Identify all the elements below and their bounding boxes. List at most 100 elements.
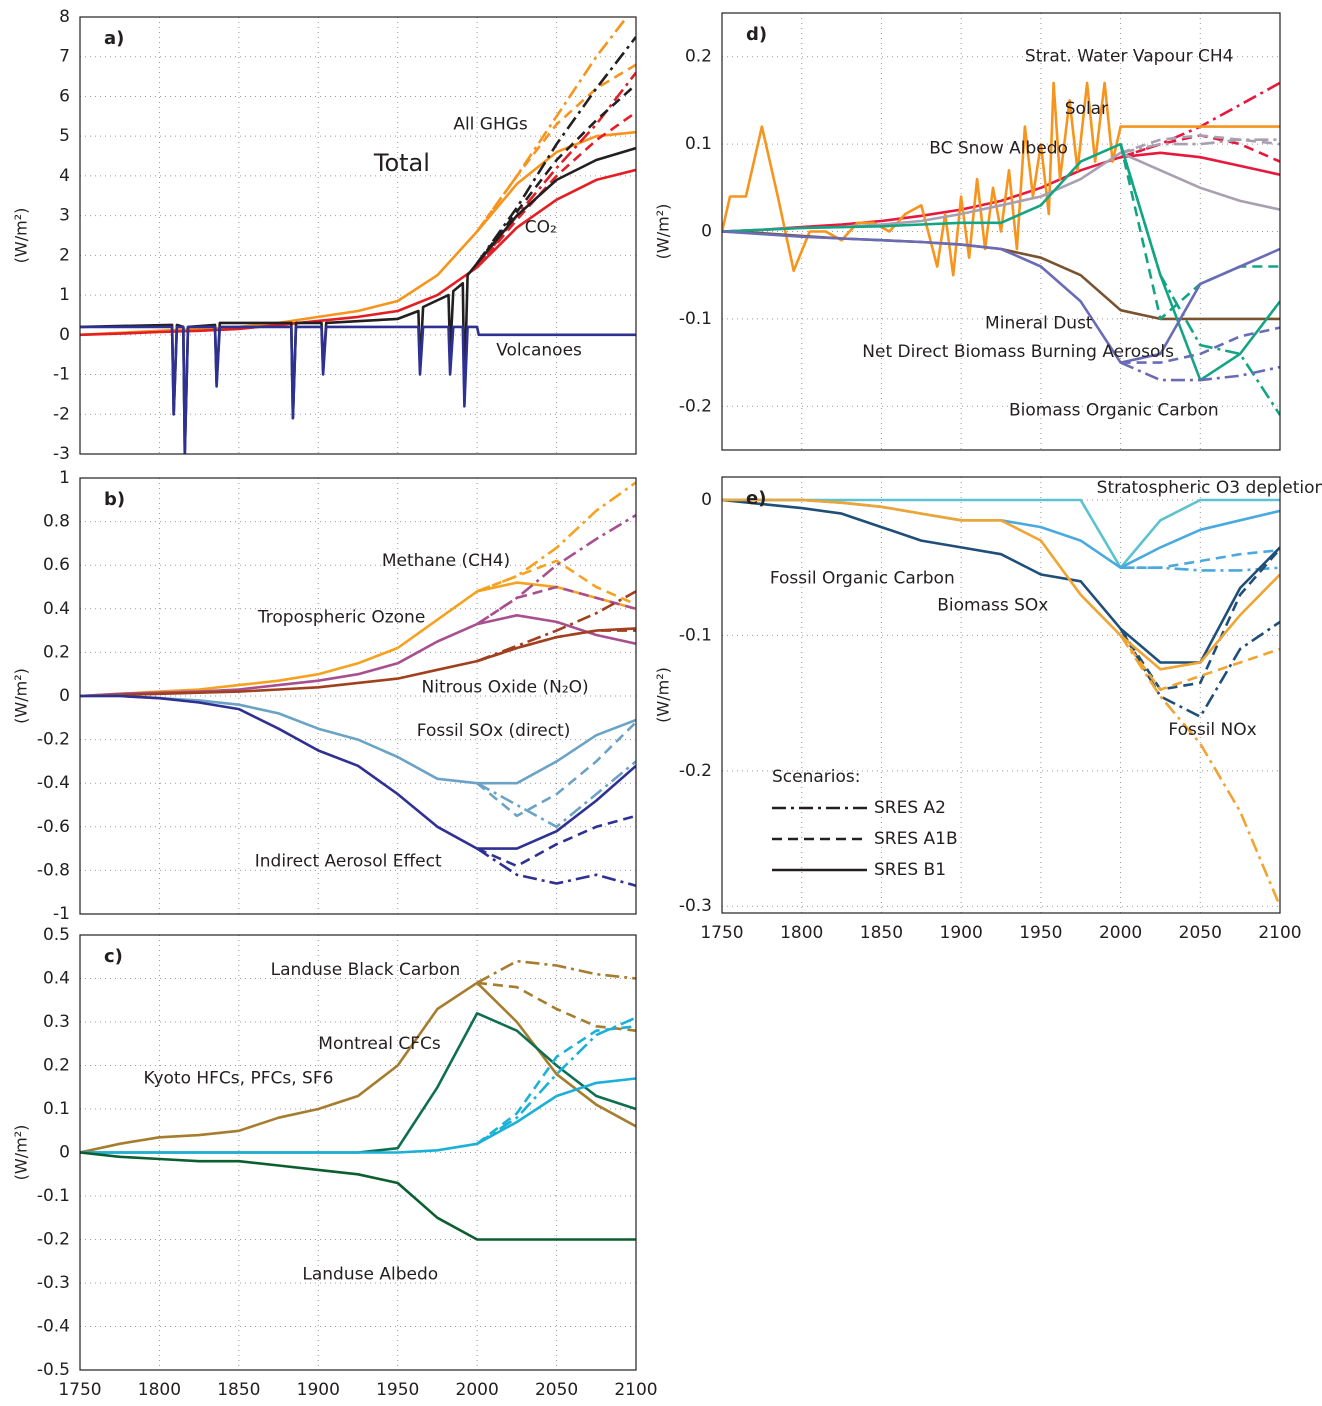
y-tick-label: -0.8 <box>37 860 70 880</box>
x-tick-label: 2100 <box>614 1380 657 1400</box>
y-tick-label: 1 <box>59 468 70 488</box>
x-tick-label: 2100 <box>1258 923 1301 943</box>
series-label: Methane (CH4) <box>382 551 510 571</box>
y-tick-label: -0.1 <box>679 309 712 329</box>
series-label: Montreal CFCs <box>318 1034 441 1054</box>
y-tick-label: -0.2 <box>679 396 712 416</box>
y-tick-label: -0.3 <box>679 896 712 916</box>
y-axis-label: (W/m²) <box>654 667 673 723</box>
y-tick-label: -0.5 <box>37 1360 70 1380</box>
y-axis-label: (W/m²) <box>12 1125 31 1181</box>
y-tick-label: -0.1 <box>37 1186 70 1206</box>
panel: -3 -2 -1 0 1 2 3 4 5 6 7 8 (W/m²) All GHGs CO₂ Total Vol… <box>12 5 637 464</box>
series-label: Volcanoes <box>496 341 582 361</box>
x-tick-label: 1850 <box>860 923 903 943</box>
series-label: All GHGs <box>453 114 528 134</box>
y-axis-label: (W/m²) <box>654 204 673 260</box>
legend-label: SRES A1B <box>874 829 958 849</box>
x-tick-label: 2000 <box>456 1380 499 1400</box>
y-tick-label: 3 <box>59 206 70 226</box>
series-label: Total <box>373 149 430 177</box>
series-label: BC Snow Albedo <box>929 138 1068 158</box>
series-label: Stratospheric O3 depletion <box>1097 478 1322 498</box>
y-tick-label: 0.5 <box>43 925 70 945</box>
y-tick-label: 0.2 <box>43 642 70 662</box>
y-tick-label: -1 <box>53 365 70 385</box>
legend-label: SRES A2 <box>874 798 946 818</box>
series-label: Biomass SOx <box>937 596 1048 616</box>
x-tick-label: 1750 <box>58 1380 101 1400</box>
y-tick-label: 0.1 <box>685 134 712 154</box>
series-label: Biomass Organic Carbon <box>1009 401 1219 421</box>
y-tick-label: 0.2 <box>685 47 712 67</box>
series-label: Landuse Black Carbon <box>271 960 461 980</box>
y-tick-label: 0.8 <box>43 512 70 532</box>
x-tick-label: 2050 <box>1179 923 1222 943</box>
panel-label: b) <box>104 489 125 510</box>
x-tick-label: 2000 <box>1099 923 1142 943</box>
x-tick-label: 2050 <box>535 1380 578 1400</box>
y-tick-label: 2 <box>59 245 70 265</box>
y-axis-label: (W/m²) <box>12 208 31 264</box>
series-label: Mineral Dust <box>985 313 1093 333</box>
y-tick-label: 1 <box>59 285 70 305</box>
legend-title: Scenarios: <box>772 767 861 787</box>
series-label: Tropospheric Ozone <box>257 608 425 628</box>
panel: -0.2 -0.1 0 0.1 0.2 (W/m²) Strat. Water Vapour… <box>654 13 1281 450</box>
y-tick-label: -0.4 <box>37 1317 70 1337</box>
y-tick-label: 0 <box>59 325 70 345</box>
series-label: Fossil SOx (direct) <box>417 721 571 741</box>
series-label: Fossil Organic Carbon <box>770 569 955 589</box>
y-tick-label: 5 <box>59 126 70 146</box>
y-axis-label: (W/m²) <box>12 668 31 724</box>
y-tick-label: -0.3 <box>37 1273 70 1293</box>
series-label: Strat. Water Vapour CH4 <box>1025 47 1234 67</box>
series-label: Net Direct Biomass Burning Aerosols <box>862 342 1174 362</box>
series-label: Kyoto HFCs, PFCs, SF6 <box>144 1069 334 1089</box>
series-label: Landuse Albedo <box>302 1264 438 1284</box>
y-tick-label: -3 <box>53 444 70 464</box>
x-tick-label: 1950 <box>376 1380 419 1400</box>
series-label: Nitrous Oxide (N₂O) <box>422 677 589 697</box>
y-tick-label: -0.2 <box>679 761 712 781</box>
y-tick-label: -2 <box>53 404 70 424</box>
y-tick-label: 0.4 <box>43 599 70 619</box>
x-tick-label: 1800 <box>138 1380 181 1400</box>
y-tick-label: 0.4 <box>43 969 70 989</box>
panel-label: c) <box>104 946 123 967</box>
panel-label: e) <box>746 488 766 509</box>
panel-label: d) <box>746 24 767 45</box>
y-tick-label: 0 <box>701 490 712 510</box>
plot-background <box>722 477 1280 913</box>
x-tick-label: 1800 <box>780 923 823 943</box>
panel: 1750 1800 1850 1900 1950 2000 2050 2100 -0.5 -0.4… <box>12 925 658 1400</box>
y-tick-label: 0 <box>701 222 712 242</box>
y-tick-label: 6 <box>59 86 70 106</box>
y-tick-label: 7 <box>59 47 70 67</box>
x-tick-label: 1950 <box>1019 923 1062 943</box>
y-tick-label: 0 <box>59 686 70 706</box>
y-tick-label: 0.2 <box>43 1056 70 1076</box>
panel: -1-0.8-0.6-0.4-0.200.20.40.60.81(W/m²)Me… <box>12 468 637 924</box>
y-tick-label: -0.6 <box>37 817 70 837</box>
series-label: Fossil NOx <box>1168 720 1256 740</box>
x-tick-label: 1850 <box>217 1380 260 1400</box>
y-tick-label: -1 <box>53 904 70 924</box>
y-tick-label: -0.4 <box>37 773 70 793</box>
legend-label: SRES B1 <box>874 860 946 880</box>
series-label: Indirect Aerosol Effect <box>255 852 442 872</box>
y-tick-label: 4 <box>59 166 70 186</box>
y-tick-label: 0 <box>59 1143 70 1163</box>
panel-label: a) <box>104 28 124 49</box>
y-tick-label: 8 <box>59 7 70 27</box>
y-tick-label: -0.1 <box>679 625 712 645</box>
series-label: CO₂ <box>525 218 557 238</box>
y-tick-label: -0.2 <box>37 1230 70 1250</box>
series-label: Solar <box>1065 99 1108 119</box>
x-tick-label: 1900 <box>940 923 983 943</box>
y-tick-label: 0.6 <box>43 555 70 575</box>
x-tick-label: 1900 <box>297 1380 340 1400</box>
y-tick-label: 0.3 <box>43 1012 70 1032</box>
